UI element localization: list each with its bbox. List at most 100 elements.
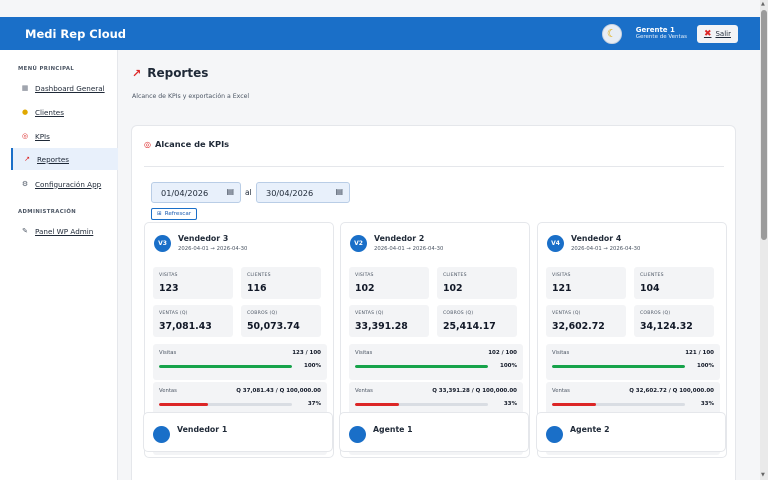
metric-label: Ventas <box>552 388 570 394</box>
date-to-input[interactable]: 30/04/2026 ▤ <box>256 182 350 203</box>
scroll-up-arrow[interactable]: ▲ <box>761 1 765 7</box>
stat-value: 37,081.43 <box>159 321 212 332</box>
stat-ventas: VENTAS (Q) 33,391.28 <box>349 305 429 337</box>
kpi-panel-title-text: Alcance de KPIs <box>154 139 230 149</box>
user-role: Gerente de Ventas <box>635 34 687 41</box>
seller-name: Agente 1 <box>373 425 413 434</box>
stat-value: 32,602.72 <box>552 321 605 332</box>
stat-label: COBROS (Q) <box>640 311 671 316</box>
progress-fill <box>355 403 399 406</box>
stat-clientes: CLIENTES 102 <box>437 267 517 299</box>
date-to-value: 30/04/2026 <box>266 187 314 198</box>
gear-icon: ⚙ <box>21 180 29 188</box>
seller-badge <box>153 426 170 443</box>
metric-label: Ventas <box>159 388 177 394</box>
sidebar-section-admin: ADMINISTRACIÓN <box>18 209 77 215</box>
seller-date-range: 2026-04-01 → 2026-04-30 <box>374 246 444 252</box>
sidebar-item-clientes[interactable]: ● Clientes <box>11 101 118 123</box>
sidebar-item-configuracion[interactable]: ⚙ Configuración App <box>11 173 118 195</box>
sidebar-item-reportes[interactable]: ↗ Reportes <box>11 148 118 170</box>
calendar-icon[interactable]: ▤ <box>335 187 343 196</box>
stat-ventas: VENTAS (Q) 32,602.72 <box>546 305 626 337</box>
seller-badge: V4 <box>547 235 564 252</box>
stat-visitas: VISITAS 102 <box>349 267 429 299</box>
stat-label: VISITAS <box>355 273 374 278</box>
logout-button[interactable]: ✖ Salir <box>696 24 738 43</box>
stat-value: 121 <box>552 283 572 294</box>
page-title: ↗ Reportes <box>132 66 208 80</box>
sidebar-item-label: Panel WP Admin <box>35 226 94 236</box>
chart-icon: ↗ <box>132 66 142 80</box>
stat-label: VENTAS (Q) <box>355 311 384 316</box>
seller-card: Agente 1 <box>339 412 529 452</box>
target-icon: ◎ <box>144 139 151 149</box>
wrench-icon: ✎ <box>22 227 28 235</box>
sidebar-item-label: Configuración App <box>35 179 102 189</box>
calendar-icon[interactable]: ▤ <box>226 187 234 196</box>
metric-percent: 33% <box>503 401 517 407</box>
metric-visitas: Visitas 123 / 100 100% <box>153 344 327 380</box>
stat-label: COBROS (Q) <box>443 311 474 316</box>
sidebar-item-dashboard[interactable]: ▦ Dashboard General <box>11 77 118 99</box>
seller-name: Vendedor 4 <box>571 234 622 243</box>
scrollbar-thumb[interactable] <box>761 10 767 240</box>
chart-icon: ↗ <box>24 155 30 163</box>
top-bar: Medi Rep Cloud ☾ Gerente 1 Gerente de Ve… <box>0 17 760 50</box>
logout-label: Salir <box>715 29 731 38</box>
stat-value: 123 <box>159 283 179 294</box>
stat-visitas: VISITAS 121 <box>546 267 626 299</box>
date-from-input[interactable]: 01/04/2026 ▤ <box>151 182 241 203</box>
logout-icon: ✖ <box>703 28 712 39</box>
stat-cobros: COBROS (Q) 50,073.74 <box>241 305 321 337</box>
sidebar-item-label: Dashboard General <box>35 83 105 93</box>
metric-percent: 33% <box>700 401 714 407</box>
date-separator: al <box>245 188 252 197</box>
progress-track <box>552 365 685 368</box>
sidebar-item-wp-admin[interactable]: ✎ Panel WP Admin <box>11 220 118 242</box>
user-name: Gerente 1 <box>635 25 675 34</box>
sidebar-section-main: MENÚ PRINCIPAL <box>18 66 75 72</box>
progress-fill <box>552 365 685 368</box>
metric-value: 123 / 100 <box>292 350 321 356</box>
scroll-down-arrow[interactable]: ▼ <box>761 472 765 478</box>
theme-toggle-moon-icon[interactable]: ☾ <box>601 23 622 44</box>
seller-name: Vendedor 3 <box>178 234 229 243</box>
sidebar-item-label: Reportes <box>37 154 69 164</box>
page-subtitle: Alcance de KPIs y exportación a Excel <box>132 93 250 100</box>
progress-fill <box>552 403 596 406</box>
refresh-icon: ⊞ <box>157 211 162 217</box>
seller-name: Agente 2 <box>570 425 610 434</box>
progress-track <box>355 403 488 406</box>
stat-cobros: COBROS (Q) 25,414.17 <box>437 305 517 337</box>
stat-value: 102 <box>443 283 463 294</box>
stat-value: 50,073.74 <box>247 321 300 332</box>
stat-visitas: VISITAS 123 <box>153 267 233 299</box>
progress-fill <box>159 365 292 368</box>
stat-label: CLIENTES <box>443 273 467 278</box>
date-from-value: 01/04/2026 <box>161 187 209 198</box>
progress-track <box>552 403 685 406</box>
metric-label: Visitas <box>159 350 177 356</box>
seller-name: Vendedor 1 <box>177 425 228 434</box>
scrollbar-track[interactable] <box>760 0 768 480</box>
stat-label: VISITAS <box>159 273 178 278</box>
sidebar-item-kpis[interactable]: ◎ KPIs <box>11 125 118 147</box>
metric-value: Q 33,391.28 / Q 100,000.00 <box>432 388 517 394</box>
stat-cobros: COBROS (Q) 34,124.32 <box>634 305 714 337</box>
seller-name: Vendedor 2 <box>374 234 425 243</box>
stat-label: CLIENTES <box>247 273 271 278</box>
stat-label: VISITAS <box>552 273 571 278</box>
page-title-text: Reportes <box>147 66 209 80</box>
metric-percent: 100% <box>697 363 714 369</box>
seller-card: Agente 2 <box>536 412 726 452</box>
metric-value: Q 32,602.72 / Q 100,000.00 <box>629 388 714 394</box>
stat-value: 33,391.28 <box>355 321 408 332</box>
stat-label: COBROS (Q) <box>247 311 278 316</box>
divider <box>144 166 724 167</box>
refresh-label: Refrescar <box>164 211 192 217</box>
metric-percent: 100% <box>500 363 517 369</box>
kpi-panel-title: ◎ Alcance de KPIs <box>144 139 229 149</box>
refresh-button[interactable]: ⊞ Refrescar <box>151 208 198 220</box>
seller-badge <box>546 426 563 443</box>
app-title: Medi Rep Cloud <box>25 26 127 41</box>
